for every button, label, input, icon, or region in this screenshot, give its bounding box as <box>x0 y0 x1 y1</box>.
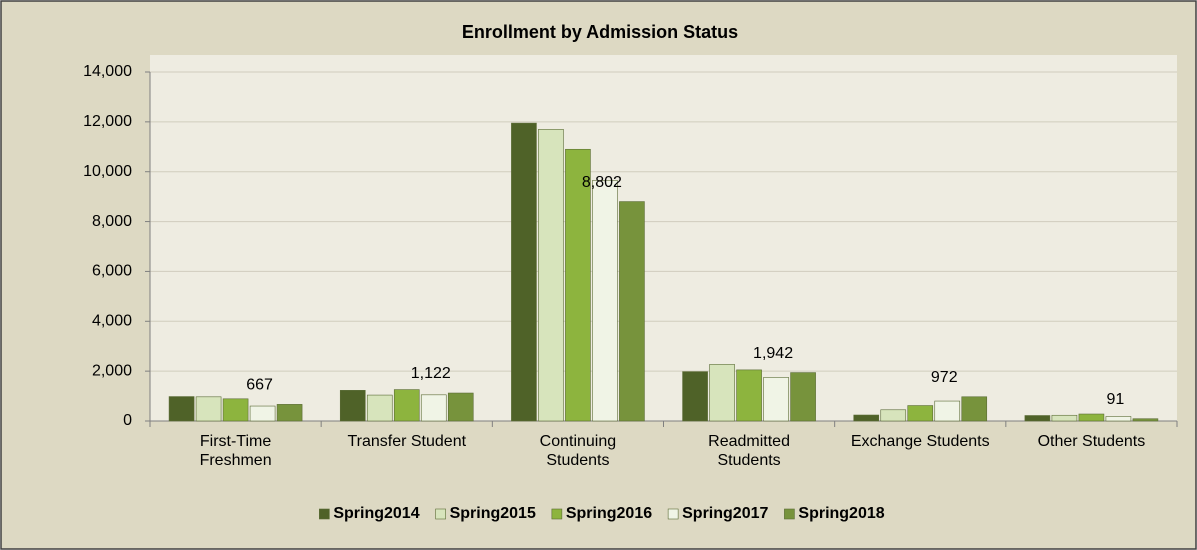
bar <box>853 414 880 422</box>
data-label: 1,122 <box>411 365 451 382</box>
bar <box>276 404 303 422</box>
legend-swatch <box>551 508 563 520</box>
bar <box>1078 413 1105 422</box>
data-label: 8,802 <box>582 174 622 191</box>
legend-swatch <box>784 508 795 520</box>
bar <box>195 396 222 422</box>
bar <box>709 364 735 422</box>
x-tick-label: Exchange Students <box>851 433 990 450</box>
bar <box>880 409 907 422</box>
legend-item: Spring2015 <box>435 505 536 522</box>
legend-label: Spring2015 <box>450 505 536 522</box>
bar <box>420 394 447 422</box>
bar <box>168 396 195 422</box>
bar <box>447 392 474 422</box>
data-label: 91 <box>1107 391 1125 408</box>
bar <box>736 369 762 422</box>
legend-item: Spring2016 <box>551 505 652 522</box>
x-tick-label: Transfer Student <box>347 433 466 450</box>
bar <box>565 148 591 422</box>
legend-label: Spring2018 <box>798 505 884 522</box>
y-tick-label: 4,000 <box>92 313 132 330</box>
y-tick-label: 10,000 <box>83 163 132 180</box>
data-label: 972 <box>931 369 958 386</box>
x-tick-label: Readmitted Students <box>708 433 790 469</box>
bar <box>393 389 420 422</box>
bar <box>1024 415 1051 422</box>
bar <box>366 394 393 422</box>
legend-swatch <box>667 508 679 520</box>
bar <box>538 129 564 422</box>
legend-swatch <box>319 508 330 520</box>
y-tick-label: 14,000 <box>83 63 132 80</box>
y-tick-label: 2,000 <box>92 362 132 379</box>
bar <box>934 400 961 422</box>
bar <box>763 377 789 422</box>
legend-label: Spring2017 <box>682 505 768 522</box>
chart-title: Enrollment by Admission Status <box>462 22 738 42</box>
x-tick-label: First-Time Freshmen <box>200 433 272 469</box>
bar <box>682 371 708 422</box>
plot-area <box>150 55 1177 421</box>
bar <box>1105 416 1132 422</box>
y-tick-label: 0 <box>123 412 132 429</box>
x-tick-label: Other Students <box>1038 433 1146 450</box>
bar <box>511 122 537 422</box>
data-label: 1,942 <box>753 345 793 362</box>
bar <box>339 390 366 422</box>
legend-item: Spring2018 <box>784 505 885 522</box>
bar <box>961 396 988 422</box>
legend-label: Spring2016 <box>566 505 652 522</box>
legend-swatch <box>435 508 446 520</box>
bar <box>592 180 618 422</box>
bar <box>222 398 249 422</box>
legend-label: Spring2014 <box>333 505 419 522</box>
bar <box>619 201 645 422</box>
x-tick-label: Continuing Students <box>540 433 617 469</box>
y-tick-label: 8,000 <box>92 213 132 230</box>
y-tick-label: 12,000 <box>83 113 132 130</box>
bar <box>1051 414 1078 422</box>
bar <box>249 405 276 422</box>
bar <box>1132 418 1159 422</box>
legend-item: Spring2017 <box>667 505 768 522</box>
bar <box>907 405 934 422</box>
y-tick-label: 6,000 <box>92 263 132 280</box>
legend-item: Spring2014 <box>319 505 420 522</box>
data-label: 667 <box>246 377 273 394</box>
bar <box>790 372 816 422</box>
